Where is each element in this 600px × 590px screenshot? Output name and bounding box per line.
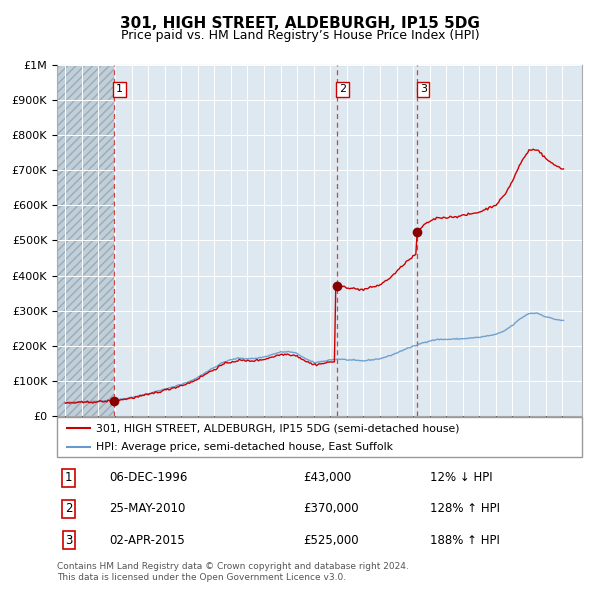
Text: 02-APR-2015: 02-APR-2015 bbox=[110, 533, 185, 546]
Text: 1: 1 bbox=[65, 471, 73, 484]
Text: 2: 2 bbox=[339, 84, 346, 94]
Text: 06-DEC-1996: 06-DEC-1996 bbox=[110, 471, 188, 484]
Text: Price paid vs. HM Land Registry’s House Price Index (HPI): Price paid vs. HM Land Registry’s House … bbox=[121, 30, 479, 42]
Text: 301, HIGH STREET, ALDEBURGH, IP15 5DG: 301, HIGH STREET, ALDEBURGH, IP15 5DG bbox=[120, 16, 480, 31]
Text: £525,000: £525,000 bbox=[304, 533, 359, 546]
Text: 1: 1 bbox=[116, 84, 123, 94]
Text: This data is licensed under the Open Government Licence v3.0.: This data is licensed under the Open Gov… bbox=[57, 573, 346, 582]
Text: 128% ↑ HPI: 128% ↑ HPI bbox=[430, 502, 500, 516]
Text: Contains HM Land Registry data © Crown copyright and database right 2024.: Contains HM Land Registry data © Crown c… bbox=[57, 562, 409, 571]
Text: £370,000: £370,000 bbox=[304, 502, 359, 516]
Text: 2: 2 bbox=[65, 502, 73, 516]
Text: 188% ↑ HPI: 188% ↑ HPI bbox=[430, 533, 500, 546]
Text: £43,000: £43,000 bbox=[304, 471, 352, 484]
FancyBboxPatch shape bbox=[57, 417, 582, 457]
Text: 25-MAY-2010: 25-MAY-2010 bbox=[110, 502, 186, 516]
Text: 301, HIGH STREET, ALDEBURGH, IP15 5DG (semi-detached house): 301, HIGH STREET, ALDEBURGH, IP15 5DG (s… bbox=[97, 424, 460, 434]
Text: 3: 3 bbox=[419, 84, 427, 94]
Text: 3: 3 bbox=[65, 533, 72, 546]
Bar bbox=[57, 65, 113, 416]
Text: 12% ↓ HPI: 12% ↓ HPI bbox=[430, 471, 493, 484]
Text: HPI: Average price, semi-detached house, East Suffolk: HPI: Average price, semi-detached house,… bbox=[97, 442, 394, 452]
